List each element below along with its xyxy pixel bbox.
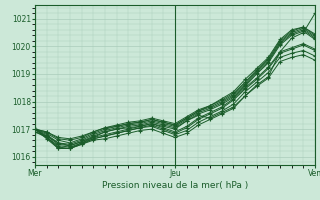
X-axis label: Pression niveau de la mer( hPa ): Pression niveau de la mer( hPa ) xyxy=(102,181,248,190)
